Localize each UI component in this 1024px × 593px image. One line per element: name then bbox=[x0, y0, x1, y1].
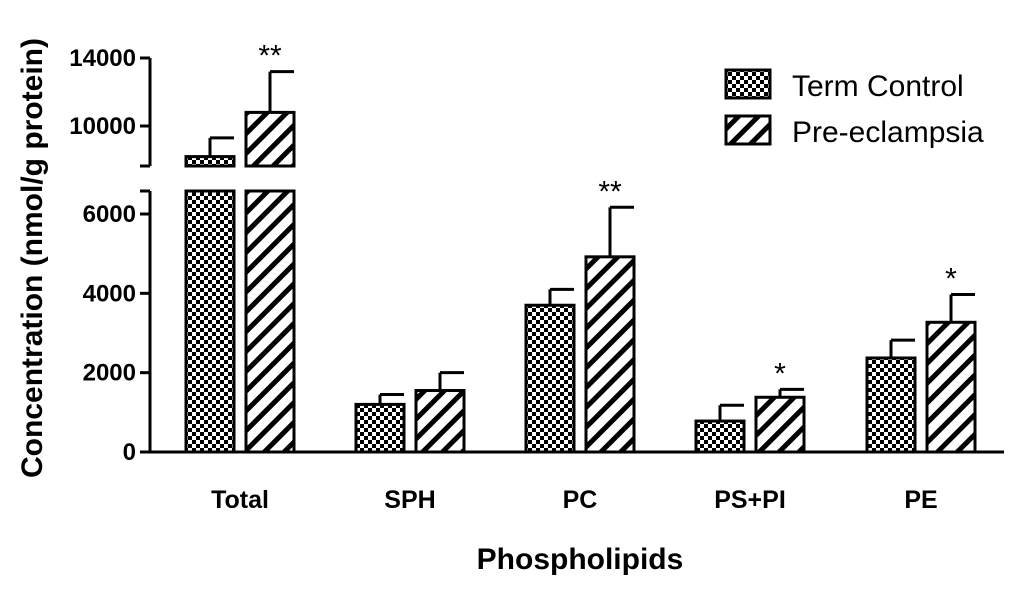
bar bbox=[184, 189, 236, 454]
category-label: PE bbox=[904, 486, 937, 514]
significance-mark: ** bbox=[598, 175, 622, 208]
bar bbox=[694, 419, 746, 454]
bar-upper-segment bbox=[244, 110, 296, 168]
bar bbox=[244, 189, 296, 454]
tick-labels: 0 2000 4000 6000 10000 14000 bbox=[69, 45, 136, 466]
axis-break-gap bbox=[243, 168, 297, 189]
category-label: SPH bbox=[384, 486, 435, 514]
y-tick-label: 2000 bbox=[83, 360, 136, 387]
significance-mark: ** bbox=[258, 40, 282, 73]
y-tick-label: 6000 bbox=[83, 201, 136, 228]
bar bbox=[524, 303, 576, 454]
bar-upper-segment bbox=[184, 155, 236, 168]
legend-swatch bbox=[724, 114, 772, 146]
legend: Term Control Pre-eclampsia bbox=[724, 68, 984, 149]
legend-swatch bbox=[724, 68, 772, 100]
bar bbox=[414, 389, 466, 454]
bar bbox=[925, 320, 977, 454]
bar bbox=[584, 255, 636, 454]
significance-marks: ****** bbox=[258, 40, 957, 391]
significance-mark: * bbox=[774, 357, 786, 390]
bar bbox=[754, 395, 806, 454]
y-tick-label: 10000 bbox=[69, 113, 136, 140]
x-axis-title: Phospholipids bbox=[477, 543, 684, 576]
bar bbox=[865, 356, 917, 454]
significance-mark: * bbox=[945, 263, 957, 296]
category-label: Total bbox=[211, 486, 269, 514]
category-label: PC bbox=[563, 486, 598, 514]
y-axis-title: Concentration (nmol/g protein) bbox=[16, 38, 49, 478]
y-tick-label: 14000 bbox=[69, 45, 136, 72]
y-tick-label: 0 bbox=[123, 439, 136, 466]
axis-break-gap bbox=[183, 168, 237, 189]
error-bars bbox=[208, 70, 975, 422]
y-tick-label: 4000 bbox=[83, 280, 136, 307]
category-labels: Total SPH PC PS+PI PE bbox=[211, 486, 938, 514]
bars bbox=[183, 110, 977, 454]
legend-label: Term Control bbox=[792, 70, 964, 103]
category-label: PS+PI bbox=[714, 486, 786, 514]
bar bbox=[354, 402, 406, 454]
legend-label: Pre-eclampsia bbox=[792, 116, 984, 149]
